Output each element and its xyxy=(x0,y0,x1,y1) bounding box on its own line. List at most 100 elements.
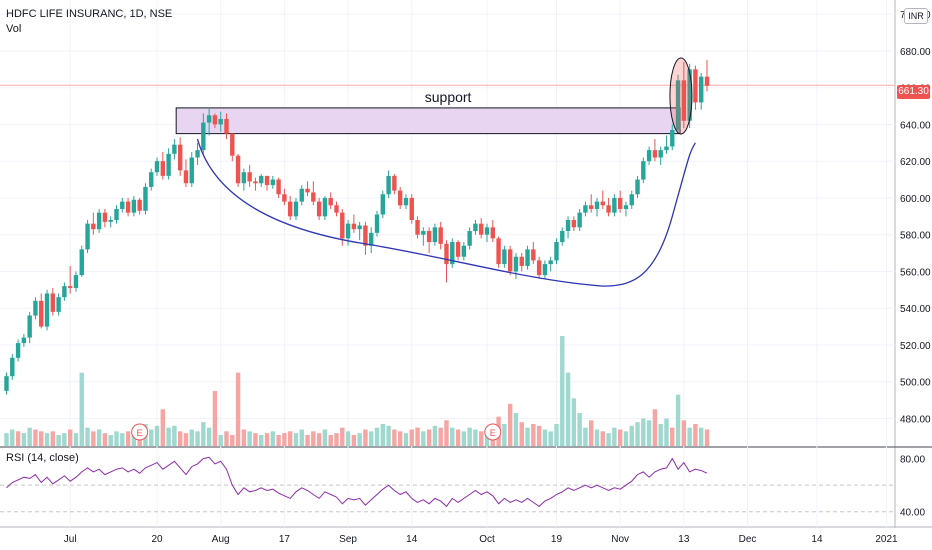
candle-body xyxy=(334,205,339,213)
time-tick-label: Oct xyxy=(479,534,495,545)
candle-body xyxy=(241,172,247,184)
volume-bar xyxy=(571,398,577,446)
volume-bar xyxy=(212,391,218,446)
candle-body xyxy=(224,118,229,134)
candle-body xyxy=(403,197,409,206)
volume-bar xyxy=(183,433,189,446)
volume-bar xyxy=(426,429,432,446)
candle-body xyxy=(455,242,461,257)
volume-bar xyxy=(56,435,61,446)
candle-body xyxy=(79,249,84,276)
volume-bar xyxy=(681,420,687,446)
volume-bar xyxy=(218,435,223,446)
volume-bar xyxy=(39,431,44,446)
candle-body xyxy=(206,115,212,123)
volume-bar xyxy=(10,429,15,446)
volume-bar xyxy=(600,431,605,446)
candle-body xyxy=(235,155,241,184)
candle-body xyxy=(519,256,524,266)
candle-body xyxy=(646,150,652,162)
price-tick-label: 540.00 xyxy=(900,304,931,315)
candle-body xyxy=(612,197,617,213)
candle-body xyxy=(571,219,577,228)
volume-bar xyxy=(160,409,166,446)
volume-bar xyxy=(166,427,171,446)
volume-bar xyxy=(328,435,333,446)
volume-bar xyxy=(531,424,536,446)
volume-bar xyxy=(322,429,328,446)
candle-body xyxy=(421,231,426,235)
candle-body xyxy=(299,188,304,202)
candle-body xyxy=(380,194,386,215)
candle-body xyxy=(513,256,519,272)
volume-bar xyxy=(177,431,183,446)
candle-body xyxy=(432,227,438,243)
candle-body xyxy=(617,197,623,209)
candle-body xyxy=(340,212,345,239)
volume-bar xyxy=(154,425,160,446)
candle-body xyxy=(374,214,380,233)
candle-body xyxy=(426,231,432,243)
candle-body xyxy=(264,175,270,186)
candle-body xyxy=(670,129,675,147)
candle-body xyxy=(675,80,681,130)
candle-body xyxy=(189,157,194,184)
volume-bar xyxy=(311,431,316,446)
volume-bar xyxy=(606,433,611,446)
volume-bar xyxy=(409,429,414,446)
volume-bar xyxy=(583,427,588,446)
time-tick-label: Dec xyxy=(739,534,757,545)
candle-body xyxy=(409,197,414,220)
volume-bar xyxy=(397,431,403,446)
volume-bar xyxy=(473,429,478,446)
price-tick-label: 620.00 xyxy=(900,157,931,168)
volume-bar xyxy=(594,429,600,446)
volume-bar xyxy=(189,429,194,446)
volume-bar xyxy=(554,424,559,446)
volume-bar xyxy=(305,435,310,446)
volume-bar xyxy=(386,425,391,446)
price-tick-label: 520.00 xyxy=(900,341,931,352)
volume-bar xyxy=(507,403,513,446)
volume-bar xyxy=(467,427,472,446)
candle-body xyxy=(606,205,611,213)
volume-bar xyxy=(658,424,663,446)
volume-bar xyxy=(293,433,299,446)
volume-bar xyxy=(374,427,380,446)
volume-bar xyxy=(675,394,681,446)
candle-body xyxy=(473,223,478,232)
candle-body xyxy=(253,181,258,184)
volume-bar xyxy=(102,433,108,446)
candle-body xyxy=(623,205,629,209)
volume-bar xyxy=(438,427,443,446)
time-tick-label: 14 xyxy=(406,534,418,545)
volume-bar xyxy=(44,433,50,446)
volume-bar xyxy=(108,435,113,446)
volume-bar xyxy=(589,420,594,446)
time-tick-label: Sep xyxy=(339,534,357,545)
price-tick-label: 560.00 xyxy=(900,267,931,278)
volume-bar xyxy=(421,431,426,446)
earnings-marker-label: E xyxy=(137,428,143,438)
volume-bar xyxy=(629,425,634,446)
candle-body xyxy=(479,223,484,235)
volume-bar xyxy=(299,429,304,446)
candle-body xyxy=(542,264,548,276)
currency-badge[interactable]: INR xyxy=(904,8,928,24)
candle-body xyxy=(15,343,21,358)
candle-body xyxy=(548,260,553,265)
volume-bar xyxy=(623,431,629,446)
candle-body xyxy=(195,150,200,158)
volume-bar xyxy=(270,431,276,446)
volume-bar xyxy=(50,431,56,446)
time-tick-label: 20 xyxy=(151,534,163,545)
earnings-marker xyxy=(131,423,149,441)
volume-bar xyxy=(565,372,571,446)
volume-bar xyxy=(641,418,646,446)
candle-body xyxy=(507,249,513,272)
candle-body xyxy=(21,337,27,344)
candle-body xyxy=(96,212,102,230)
chart-title: HDFC LIFE INSURANC, 1D, NSE xyxy=(6,8,173,20)
candle-body xyxy=(565,219,571,232)
